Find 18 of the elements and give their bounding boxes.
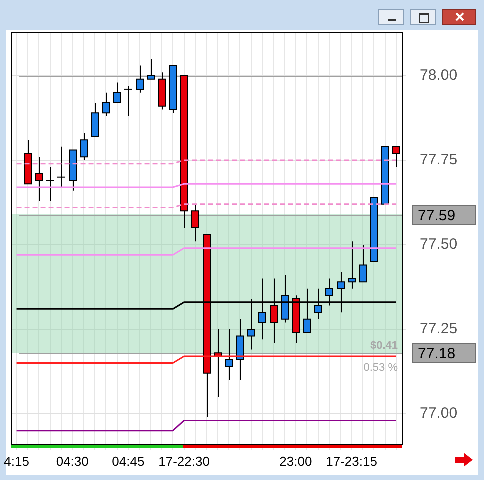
ref-line-label: 77.18 bbox=[418, 346, 456, 363]
annotation: $0.41 bbox=[370, 340, 398, 352]
y-tick-label: 77.00 bbox=[420, 405, 458, 422]
y-tick-label: 77.75 bbox=[420, 152, 458, 169]
candlestick bbox=[46, 166, 55, 202]
x-tick-label: 17-22:30 bbox=[158, 454, 210, 469]
x-tick-label: 04:30 bbox=[56, 454, 89, 469]
x-tick-label: 4:15 bbox=[4, 454, 30, 469]
x-tick-label: 04:45 bbox=[112, 454, 145, 469]
y-tick-label: 77.50 bbox=[420, 236, 458, 254]
x-tick-label: 23:00 bbox=[280, 454, 312, 469]
ref-line-label: 77.59 bbox=[418, 208, 456, 225]
y-tick-label: 78.00 bbox=[420, 67, 458, 84]
candlestick bbox=[57, 146, 66, 188]
y-tick-label: 77.25 bbox=[420, 320, 458, 338]
annotation: 0.53 % bbox=[364, 362, 398, 374]
x-tick-label: 17-23:15 bbox=[326, 454, 378, 469]
candlestick bbox=[124, 86, 133, 118]
